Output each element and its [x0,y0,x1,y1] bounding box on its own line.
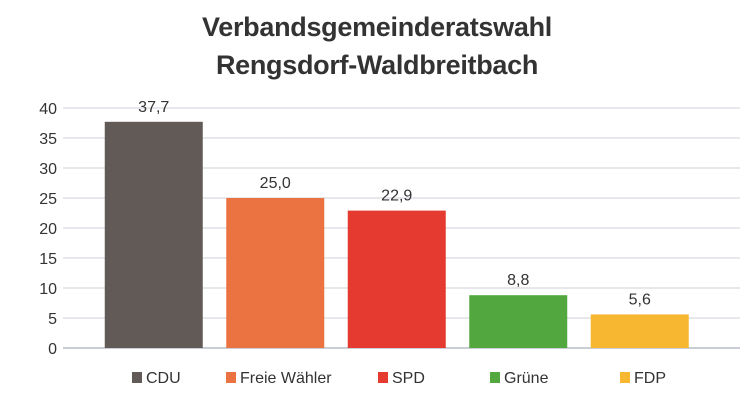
bar-freie-wähler [226,198,325,348]
chart-title-line-2: Rengsdorf-Waldbreitbach [215,50,539,80]
y-tick-label: 35 [39,131,57,148]
y-tick-label: 10 [39,281,57,298]
y-tick-label: 25 [39,191,57,208]
legend-label: CDU [146,370,181,387]
data-label: 5,6 [629,291,651,308]
y-tick-label: 5 [48,311,57,328]
bar-cdu [104,121,203,348]
y-tick-label: 15 [39,251,57,268]
y-tick-label: 30 [39,161,57,178]
bar-spd [347,210,446,348]
data-label: 8,8 [507,272,529,289]
bar-grüne [469,295,568,348]
y-tick-label: 0 [48,341,57,358]
legend-swatch [226,372,236,383]
bar-fdp [590,314,689,348]
legend-label: FDP [634,370,666,387]
legend-label: SPD [392,370,425,387]
data-label: 22,9 [381,188,412,205]
y-tick-label: 20 [39,221,57,238]
data-label: 25,0 [260,175,291,192]
legend-swatch [132,372,142,383]
legend-swatch [620,372,630,383]
y-tick-label: 40 [39,101,57,118]
legend-label: Grüne [504,370,549,387]
legend-swatch [378,372,388,383]
legend-label: Freie Wähler [240,370,332,387]
chart-title-line-1: Verbandsgemeinderatswahl [202,12,552,42]
legend-swatch [490,372,500,383]
data-label: 37,7 [138,99,169,116]
